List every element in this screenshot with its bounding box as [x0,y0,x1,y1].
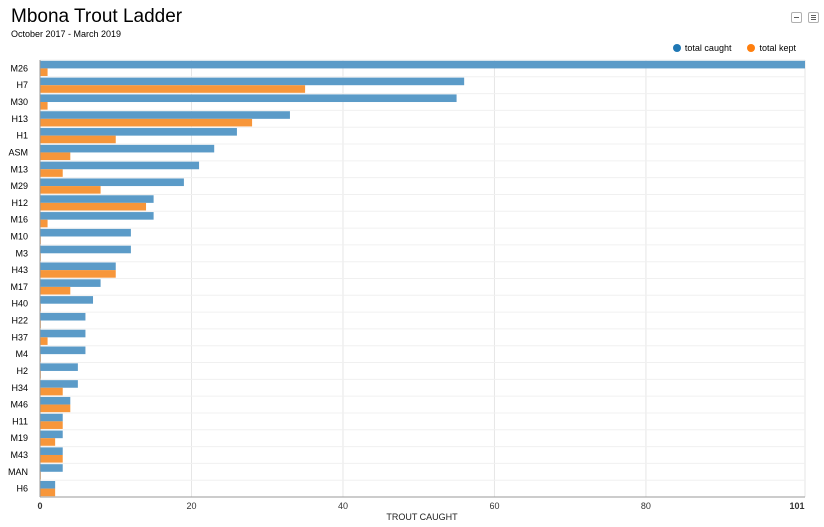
bar-total-kept [40,169,63,177]
legend-label-caught: total caught [684,43,732,53]
bar-total-caught [40,363,78,371]
bar-total-kept [40,488,56,497]
bar-total-caught [40,447,63,455]
category-label: H2 [16,366,28,376]
chart-subtitle: October 2017 - March 2019 [11,29,122,39]
x-tick-label: 40 [338,501,348,511]
bar-total-caught [40,262,116,271]
bar-total-kept [40,286,71,295]
bar-total-caught [40,228,131,237]
legend-label-kept: total kept [759,43,796,53]
chart-title: Mbona Trout Ladder [11,6,183,27]
x-tick-label: 20 [186,501,196,511]
x-tick-label: 101 [789,501,804,511]
bar-total-kept [40,421,63,429]
category-label: H7 [16,80,28,90]
category-label: H13 [11,114,28,124]
legend-item-caught[interactable]: total caught [672,43,732,53]
bar-total-caught [40,144,215,153]
bar-total-caught [40,464,63,472]
bar-total-kept [40,85,306,93]
category-label: M26 [10,63,28,73]
bar-total-caught [40,296,94,304]
category-label: H6 [16,484,28,494]
bar-total-kept [40,270,116,278]
category-label: M3 [15,248,28,258]
bar-total-caught [40,111,290,119]
category-label: M19 [10,433,28,443]
bar-total-kept [40,152,71,161]
bar-total-caught [40,94,457,103]
bar-total-kept [40,202,147,211]
category-label: M4 [15,349,28,359]
category-label: H40 [11,299,28,309]
category-label: MAN [8,467,28,477]
bar-total-caught [40,77,465,86]
category-label: M46 [10,400,28,410]
bar-total-caught [40,480,56,489]
bar-total-kept [40,135,116,144]
bar-total-caught [40,128,237,136]
category-label: M43 [10,450,28,460]
bar-total-kept [40,118,253,127]
bar-total-caught [40,346,86,355]
bar-total-caught [40,380,78,388]
category-label: H11 [12,416,28,426]
bar-total-caught [40,279,101,287]
hamburger-menu-icon[interactable] [808,12,819,23]
bar-total-caught [40,212,154,220]
bar-total-caught [40,329,86,338]
bar-total-caught [40,245,131,254]
bar-total-kept [40,438,56,446]
x-tick-label: 60 [489,501,499,511]
category-label: M13 [10,164,28,174]
bar-total-caught [40,60,805,69]
bar-total-kept [40,454,63,463]
x-tick-label: 0 [37,501,42,511]
bar-total-caught [40,430,63,439]
chart-legend: total caught total kept [672,43,796,53]
legend-swatch-caught [672,44,681,52]
category-label: H12 [11,198,28,208]
category-label: M30 [10,97,28,107]
bar-total-kept [40,102,48,110]
category-label: M29 [10,181,28,191]
bar-total-caught [40,195,154,203]
bar-total-caught [40,178,184,187]
bar-total-caught [40,312,86,321]
bar-total-kept [40,68,48,77]
category-label: ASM [8,147,28,157]
bar-total-kept [40,404,71,413]
x-axis-title: TROUT CAUGHT [386,512,458,522]
bar-total-kept [40,387,63,396]
bar-total-caught [40,161,200,170]
x-tick-label: 80 [641,501,651,511]
category-label: H37 [11,332,28,342]
minus-box-icon[interactable] [791,12,802,23]
bar-total-caught [40,396,71,405]
legend-swatch-kept [747,44,756,52]
bar-total-kept [40,337,48,345]
category-label: M17 [10,282,28,292]
category-label: H34 [11,383,28,393]
bar-total-kept [40,186,101,194]
category-label: H1 [16,131,28,141]
category-label: H22 [11,316,28,326]
category-label: H43 [11,265,28,275]
legend-item-kept[interactable]: total kept [747,43,796,53]
bar-total-kept [40,219,48,228]
category-label: M16 [10,215,28,225]
category-label: M10 [10,231,28,241]
bar-total-caught [40,413,63,422]
